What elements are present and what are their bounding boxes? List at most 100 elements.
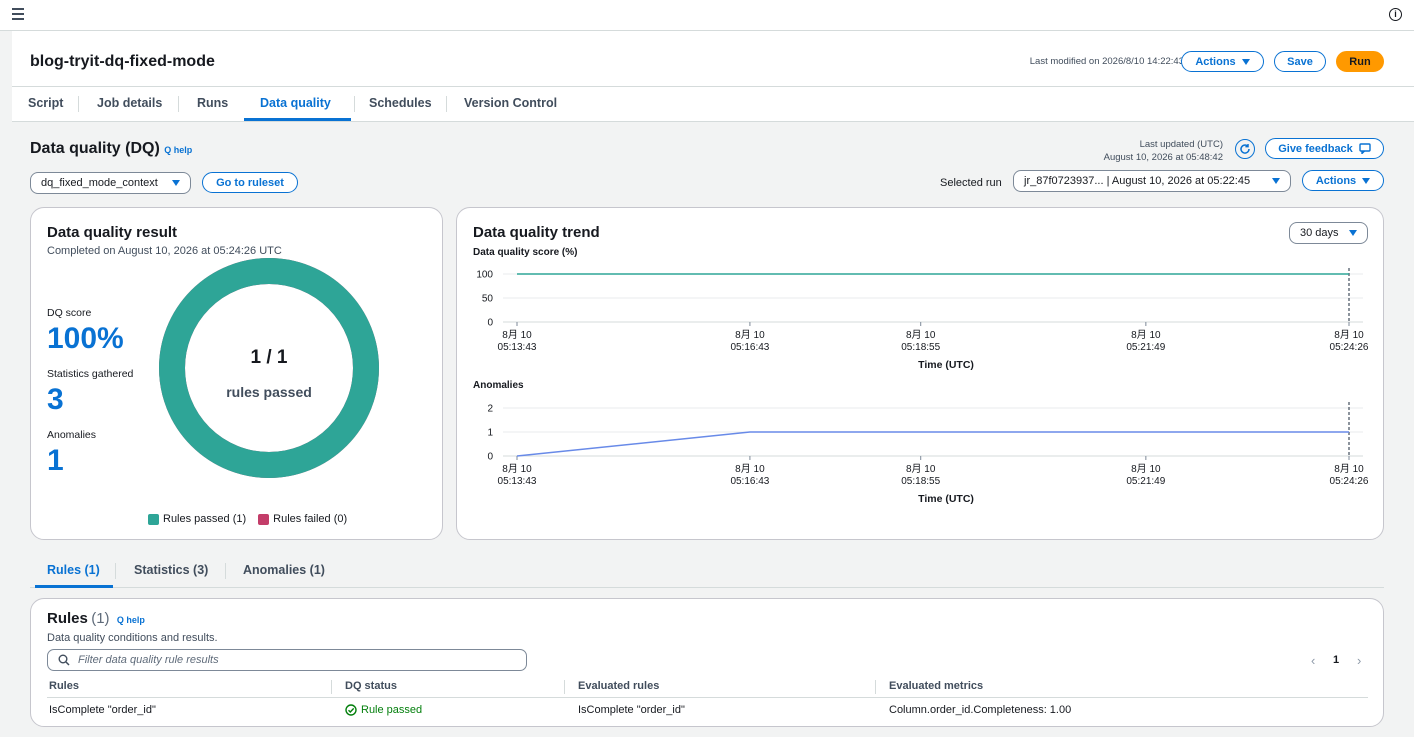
column-header-evaluated-metrics[interactable]: Evaluated metrics [889,680,984,692]
y-tick-label: 1 [487,428,493,439]
x-tick-label: 8月 10 [735,463,765,475]
tab-divider [225,563,226,579]
dq-trend-panel: Data quality trend 30 days Data quality … [456,207,1384,540]
refresh-icon[interactable] [1235,139,1255,159]
table-header-divider [47,697,1368,698]
q-help-link[interactable]: Q help [164,145,193,155]
tab-divider [78,96,79,112]
x-tick-label: 05:18:55 [901,342,940,353]
dq-result-panel: Data quality result Completed on August … [30,207,443,540]
donut-svg [159,258,379,478]
active-bottom-tab-indicator [35,585,113,588]
context-select[interactable]: dq_fixed_mode_context [30,172,191,194]
column-divider [875,680,876,694]
table-cell-metrics: Column.order_id.Completeness: 1.00 [889,704,1072,716]
series-line [516,431,1349,457]
y-tick-label: 0 [487,318,493,329]
x-tick-label: 8月 10 [906,463,936,475]
dq-actions-button[interactable]: Actions [1302,170,1384,191]
menu-icon[interactable] [12,8,24,20]
dq-score-label: DQ score [47,307,92,319]
donut-chart: 1 / 1 rules passed [158,257,380,479]
page-title: blog-tryit-dq-fixed-mode [30,53,215,70]
rules-passed-text: rules passed [226,384,312,400]
tab-statistics[interactable]: Statistics (3) [134,563,209,577]
next-page-icon[interactable]: › [1357,653,1362,668]
active-tab-indicator [244,118,351,121]
x-tick-label: 8月 10 [906,329,936,341]
tab-job-details[interactable]: Job details [97,96,163,110]
tab-rules[interactable]: Rules (1) [47,563,100,577]
column-header-rules[interactable]: Rules [49,680,79,692]
x-axis-title: Time (UTC) [918,493,974,505]
selected-run-select[interactable]: jr_87f0723937... | August 10, 2026 at 05… [1013,170,1291,192]
tab-data-quality[interactable]: Data quality [260,96,331,110]
x-tick-label: 05:16:43 [730,342,769,353]
rules-header: Rules (1) Q help [47,610,145,627]
x-tick-label: 05:24:26 [1330,476,1369,487]
status-text: Rule passed [361,704,423,716]
x-axis-title: Time (UTC) [918,359,974,371]
rules-q-help-link[interactable]: Q help [116,615,145,625]
table-cell-status: Rule passed [345,704,422,716]
save-button[interactable]: Save [1274,51,1326,72]
rules-count: (1) [91,610,110,627]
anomaly-chart-title: Anomalies [473,380,524,391]
caret-down-icon [172,180,180,186]
job-tabs: Script Job details Runs Data quality Sch… [12,87,1414,122]
column-divider [331,680,332,694]
donut-legend: Rules passed (1) Rules failed (0) [148,513,347,525]
give-feedback-label: Give feedback [1278,142,1353,155]
rules-description: Data quality conditions and results. [47,632,218,644]
run-button[interactable]: Run [1336,51,1384,72]
statistics-value: 3 [47,383,64,416]
dq-title-text: Data quality (DQ) [30,140,160,157]
x-tick-label: 05:13:43 [498,342,537,353]
column-header-dq-status[interactable]: DQ status [345,680,397,692]
x-tick-label: 8月 10 [502,463,532,475]
caret-down-icon [1272,178,1280,184]
x-tick-label: 05:13:43 [498,476,537,487]
donut-passed-slice [159,258,379,478]
x-tick-label: 8月 10 [502,329,532,341]
feedback-icon [1359,143,1371,154]
legend-passed-label: Rules passed (1) [163,513,247,525]
give-feedback-button[interactable]: Give feedback [1265,138,1384,159]
rules-filter-input[interactable]: Filter data quality rule results [47,649,527,671]
column-header-evaluated-rules[interactable]: Evaluated rules [578,680,660,692]
selected-run-label: Selected run [940,177,1002,189]
info-icon[interactable]: i [1389,8,1402,21]
x-tick-label: 05:16:43 [730,476,769,487]
dq-result-title: Data quality result [47,224,178,241]
page-number[interactable]: 1 [1333,654,1340,666]
legend-rules-failed: Rules failed (0) [258,513,347,525]
x-tick-label: 8月 10 [735,329,765,341]
tab-anomalies[interactable]: Anomalies (1) [243,563,325,577]
rules-panel: Rules (1) Q help Data quality conditions… [30,598,1384,727]
search-icon [58,654,70,666]
tab-schedules[interactable]: Schedules [369,96,432,110]
rules-filter-placeholder: Filter data quality rule results [78,654,219,666]
tab-script[interactable]: Script [28,96,64,110]
tab-version-control[interactable]: Version Control [464,96,558,110]
x-tick-label: 05:21:49 [1126,476,1165,487]
legend-rules-passed: Rules passed (1) [148,513,246,525]
job-header: blog-tryit-dq-fixed-mode Last modified o… [12,31,1414,87]
tab-divider [178,96,179,112]
dq-trend-title: Data quality trend [473,224,600,241]
caret-down-icon [1349,230,1357,236]
tab-runs[interactable]: Runs [197,96,229,110]
range-select-value: 30 days [1300,227,1339,239]
top-bar: i [0,0,1414,31]
range-select[interactable]: 30 days [1289,222,1368,244]
actions-button[interactable]: Actions [1181,51,1264,72]
x-tick-label: 8月 10 [1131,329,1161,341]
go-to-ruleset-button[interactable]: Go to ruleset [202,172,298,193]
y-tick-label: 50 [482,294,494,305]
actions-label: Actions [1195,55,1236,68]
prev-page-icon[interactable]: ‹ [1311,653,1316,668]
legend-swatch-failed [258,513,270,525]
last-updated-label: Last updated (UTC) [1139,139,1223,150]
